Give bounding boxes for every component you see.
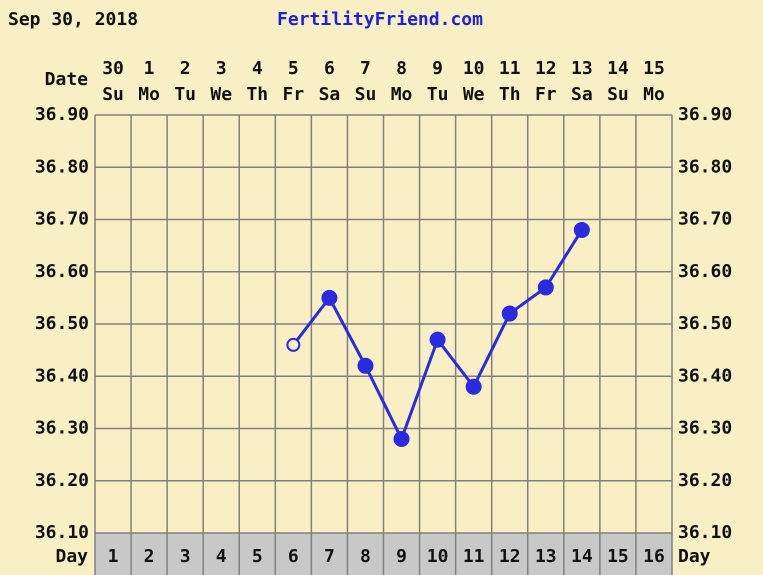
date-label: 12 bbox=[535, 58, 557, 79]
y2-tick-label: 36.80 bbox=[678, 156, 732, 177]
temperature-point bbox=[286, 337, 301, 352]
weekday-label: Sa bbox=[319, 84, 341, 105]
weekday-label: Mo bbox=[138, 84, 160, 105]
date-label: 2 bbox=[180, 58, 191, 79]
date-label: 5 bbox=[288, 58, 299, 79]
date-label: 11 bbox=[499, 58, 521, 79]
y-tick-label: 36.90 bbox=[35, 104, 89, 125]
temperature-point bbox=[357, 357, 374, 374]
x-tick-label: 10 bbox=[427, 546, 449, 567]
y-tick-label: 36.30 bbox=[35, 418, 89, 439]
weekday-label: Su bbox=[102, 84, 124, 105]
weekday-label: Tu bbox=[427, 84, 449, 105]
y2-tick-label: 36.60 bbox=[678, 261, 732, 282]
x-tick-label: 7 bbox=[324, 546, 335, 567]
y-tick-label: 36.40 bbox=[35, 365, 89, 386]
y-tick-label: 36.10 bbox=[35, 522, 89, 543]
y2-tick-label: 36.70 bbox=[678, 209, 732, 230]
date-label: 7 bbox=[360, 58, 371, 79]
date-label: 1 bbox=[144, 58, 155, 79]
day-label-right: Day bbox=[678, 546, 711, 567]
weekday-label: Su bbox=[355, 84, 377, 105]
weekday-label: Fr bbox=[283, 84, 305, 105]
y-tick-label: 36.80 bbox=[35, 156, 89, 177]
weekday-label: Mo bbox=[643, 84, 665, 105]
weekday-label: Th bbox=[246, 84, 268, 105]
temperature-point bbox=[501, 305, 518, 322]
weekday-label: Th bbox=[499, 84, 521, 105]
date-label: 6 bbox=[324, 58, 335, 79]
y2-tick-label: 36.20 bbox=[678, 470, 732, 491]
chart-date: Sep 30, 2018 bbox=[8, 9, 138, 30]
y2-tick-label: 36.40 bbox=[678, 365, 732, 386]
date-label: 14 bbox=[607, 58, 629, 79]
date-label: 8 bbox=[396, 58, 407, 79]
weekday-label: Mo bbox=[391, 84, 413, 105]
date-label: 13 bbox=[571, 58, 593, 79]
y2-tick-label: 36.10 bbox=[678, 522, 732, 543]
x-tick-label: 3 bbox=[180, 546, 191, 567]
date-label: 4 bbox=[252, 58, 263, 79]
date-label: 3 bbox=[216, 58, 227, 79]
weekday-label: Sa bbox=[571, 84, 593, 105]
x-tick-label: 2 bbox=[144, 546, 155, 567]
weekday-label: Fr bbox=[535, 84, 557, 105]
x-tick-label: 1 bbox=[108, 546, 119, 567]
temperature-point bbox=[573, 221, 590, 238]
temperature-point bbox=[321, 289, 338, 306]
temperature-point bbox=[465, 378, 482, 395]
y-tick-label: 36.50 bbox=[35, 313, 89, 334]
x-tick-label: 8 bbox=[360, 546, 371, 567]
x-tick-label: 14 bbox=[571, 546, 593, 567]
date-label: 15 bbox=[643, 58, 665, 79]
y-tick-label: 36.70 bbox=[35, 209, 89, 230]
day-label: Day bbox=[55, 546, 88, 567]
x-tick-label: 6 bbox=[288, 546, 299, 567]
temperature-point bbox=[429, 331, 446, 348]
x-tick-label: 15 bbox=[607, 546, 629, 567]
x-tick-label: 12 bbox=[499, 546, 521, 567]
y2-tick-label: 36.30 bbox=[678, 418, 732, 439]
x-tick-label: 13 bbox=[535, 546, 557, 567]
temperature-point bbox=[537, 279, 554, 296]
x-tick-label: 9 bbox=[396, 546, 407, 567]
y-tick-label: 36.60 bbox=[35, 261, 89, 282]
site-name[interactable]: FertilityFriend.com bbox=[277, 9, 483, 30]
date-label: 9 bbox=[432, 58, 443, 79]
y2-tick-label: 36.90 bbox=[678, 104, 732, 125]
y2-tick-label: 36.50 bbox=[678, 313, 732, 334]
date-label: Date bbox=[45, 69, 89, 90]
x-tick-label: 5 bbox=[252, 546, 263, 567]
x-tick-label: 11 bbox=[463, 546, 485, 567]
x-tick-label: 4 bbox=[216, 546, 227, 567]
weekday-label: We bbox=[463, 84, 485, 105]
date-label: 30 bbox=[102, 58, 124, 79]
weekday-label: Tu bbox=[174, 84, 196, 105]
date-label: 10 bbox=[463, 58, 485, 79]
y-tick-label: 36.20 bbox=[35, 470, 89, 491]
temperature-point bbox=[393, 430, 410, 447]
x-tick-label: 16 bbox=[643, 546, 665, 567]
weekday-label: Su bbox=[607, 84, 629, 105]
weekday-label: We bbox=[210, 84, 232, 105]
